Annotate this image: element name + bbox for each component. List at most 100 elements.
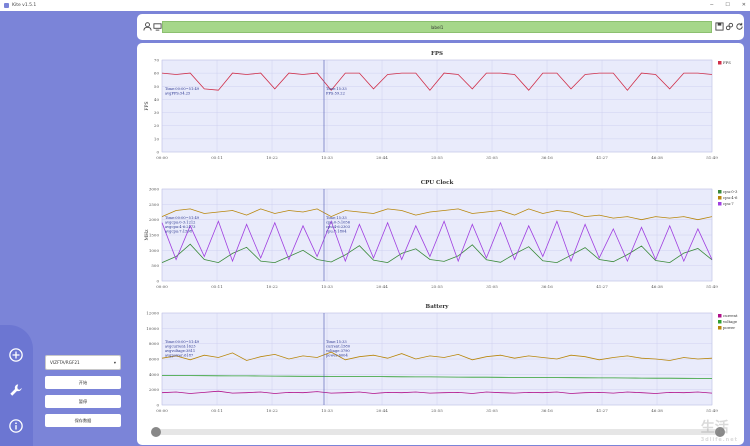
- legend-label-0-0: FPS: [723, 60, 731, 65]
- chart-title-0: FPS: [431, 51, 443, 57]
- x-tick-label-2-3: 15:33: [321, 408, 333, 413]
- y-tick-label-2-2: 4000: [149, 372, 160, 377]
- y-tick-label-1-6: 3000: [149, 187, 160, 192]
- window-controls: ─ ☐ ✕: [710, 2, 746, 8]
- x-tick-label-1-1: 05:11: [211, 284, 223, 289]
- y-tick-label-2-6: 12000: [146, 311, 159, 316]
- minimize-icon[interactable]: ─: [710, 2, 714, 8]
- legend-swatch-2-2: [718, 326, 722, 330]
- x-tick-label-1-9: 46:38: [651, 284, 663, 289]
- x-tick-label-2-9: 46:38: [651, 408, 663, 413]
- annotation-0-1: avgFPS:54.25: [165, 92, 191, 96]
- link-icon[interactable]: [724, 21, 734, 31]
- annotation-1-2: avgcpu:4-6:2173: [165, 225, 196, 229]
- y-tick-label-0-6: 60: [154, 71, 160, 76]
- x-tick-label-1-4: 20:44: [376, 284, 388, 289]
- device-select-value: VIZFTA/RGF21: [50, 360, 80, 365]
- x-tick-label-1-3: 15:33: [321, 284, 333, 289]
- annotation-1-4: Time:15:33: [326, 216, 347, 220]
- y-tick-label-0-2: 20: [154, 123, 160, 128]
- range-end-handle[interactable]: [715, 427, 725, 437]
- legend-label-1-1: cpu:4-6: [723, 195, 738, 200]
- y-tick-label-0-1: 10: [154, 136, 160, 141]
- y-tick-label-2-4: 8000: [149, 341, 160, 346]
- device-select[interactable]: VIZFTA/RGF21 ▾: [45, 355, 121, 370]
- annotation-2-4: Time:15:33: [326, 340, 347, 344]
- annotation-1-7: cpu:7:1804: [326, 230, 347, 234]
- x-tick-label-2-1: 05:11: [211, 408, 223, 413]
- annotation-2-0: Time:00:00~51:49: [165, 340, 200, 344]
- x-tick-label-2-2: 10:22: [266, 408, 278, 413]
- annotation-2-1: avgcurrent:1623: [165, 345, 196, 349]
- x-tick-label-0-10: 51:49: [706, 155, 718, 160]
- annotation-2-3: avgpower:6187: [165, 354, 194, 358]
- start-button[interactable]: 开始: [45, 376, 121, 389]
- control-panel: VIZFTA/RGF21 ▾ 开始 暂停 保存数据: [45, 355, 121, 427]
- range-start-handle[interactable]: [151, 427, 161, 437]
- y-tick-label-1-4: 2000: [149, 217, 160, 222]
- legend-swatch-2-0: [718, 314, 722, 318]
- annotation-0-0: Time:00:00~51:49: [165, 87, 200, 91]
- maximize-icon[interactable]: ☐: [725, 2, 730, 8]
- y-tick-label-1-5: 2500: [149, 202, 160, 207]
- x-tick-label-0-9: 46:38: [651, 155, 663, 160]
- annotation-1-6: cpu:4-6:2303: [326, 225, 351, 229]
- legend-swatch-2-1: [718, 320, 722, 324]
- series-line-1-0: [161, 243, 713, 264]
- app-logo-icon: [4, 3, 9, 8]
- y-tick-label-0-4: 40: [154, 97, 160, 102]
- time-range-scrollbar[interactable]: [151, 427, 725, 437]
- y-tick-label-1-2: 1000: [149, 248, 160, 253]
- series-line-2-2: [161, 351, 713, 361]
- x-tick-label-2-5: 25:55: [431, 408, 443, 413]
- legend-swatch-0-0: [718, 61, 722, 65]
- watermark-text: 生活: [700, 420, 729, 436]
- x-tick-label-1-7: 36:16: [541, 284, 553, 289]
- series-line-2-1: [161, 375, 713, 379]
- user-icon[interactable]: [142, 21, 152, 31]
- x-tick-label-0-2: 10:22: [266, 155, 278, 160]
- x-tick-label-0-5: 25:55: [431, 155, 443, 160]
- annotation-1-3: avgcpu:7:1598: [165, 230, 193, 234]
- y-tick-label-0-5: 50: [154, 84, 160, 89]
- watermark-sub: 3dlife.net: [700, 437, 738, 443]
- series-line-2-0: [161, 390, 713, 394]
- x-tick-label-2-4: 20:44: [376, 408, 388, 413]
- add-icon[interactable]: [8, 347, 24, 363]
- y-axis-label-0: FPS: [144, 101, 150, 110]
- x-tick-label-0-6: 31:05: [486, 155, 498, 160]
- annotation-0-2: Time:15:33: [326, 87, 347, 91]
- window-title: Kite v1.5.1: [12, 3, 37, 8]
- x-tick-label-1-10: 51:49: [706, 284, 718, 289]
- x-tick-label-1-2: 10:22: [266, 284, 278, 289]
- y-tick-label-0-0: 0: [156, 150, 159, 155]
- legend-swatch-1-2: [718, 202, 722, 206]
- legend-label-1-2: cpu:7: [723, 201, 734, 206]
- info-icon[interactable]: [8, 418, 24, 434]
- series-line-1-2: [161, 220, 713, 263]
- sidebar: VIZFTA/RGF21 ▾ 开始 暂停 保存数据: [0, 11, 133, 446]
- save-data-button[interactable]: 保存数据: [45, 414, 121, 427]
- chart-panel: FPS 0 10 20 30 40 50 60 70 00:00 05:11 10:22 15:33 20…: [137, 43, 744, 445]
- x-tick-label-2-7: 36:16: [541, 408, 553, 413]
- annotation-1-1: avgcpu:0-3:1212: [165, 221, 195, 225]
- wrench-icon[interactable]: [8, 382, 24, 398]
- save-icon[interactable]: [714, 21, 724, 31]
- annotation-1-5: cpu:0-3:1056: [326, 221, 351, 225]
- chevron-down-icon: ▾: [113, 360, 116, 365]
- annotation-1-0: Time:00:00~51:49: [165, 216, 200, 220]
- pause-button[interactable]: 暂停: [45, 395, 121, 408]
- x-tick-label-0-7: 36:16: [541, 155, 553, 160]
- x-tick-label-2-0: 00:00: [156, 408, 168, 413]
- annotation-2-2: avgvoltage:3811: [165, 349, 195, 353]
- x-tick-label-1-6: 31:05: [486, 284, 498, 289]
- series-line-0-0: [161, 72, 713, 91]
- refresh-icon[interactable]: [734, 21, 744, 31]
- top-toolbar: label1: [137, 14, 744, 40]
- legend-swatch-1-0: [718, 190, 722, 194]
- legend-label-2-1: voltage: [722, 319, 738, 324]
- screen-icon[interactable]: [152, 21, 162, 31]
- y-tick-label-2-1: 2000: [149, 387, 160, 392]
- y-tick-label-1-1: 500: [151, 263, 159, 268]
- close-icon[interactable]: ✕: [741, 2, 746, 8]
